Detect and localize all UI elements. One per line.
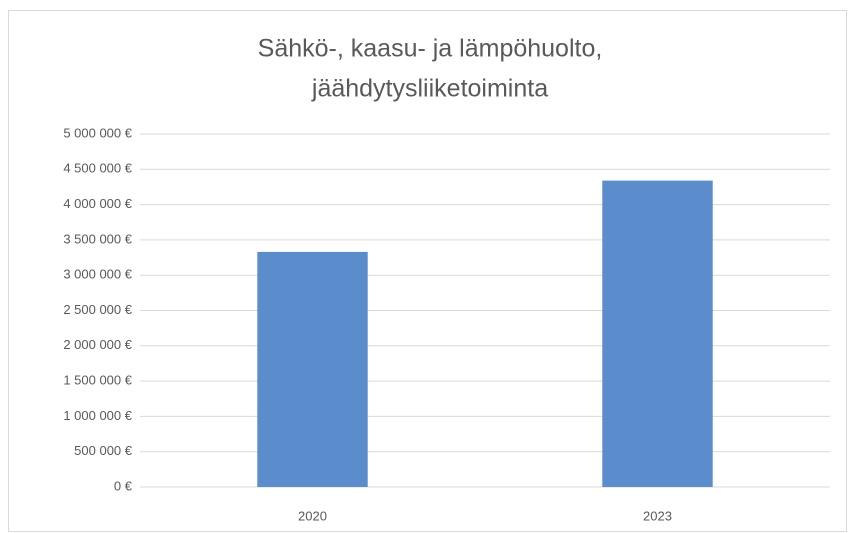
y-tick-label: 2 000 000 € [63, 337, 132, 352]
bar [602, 180, 713, 487]
y-tick-label: 0 € [114, 478, 133, 493]
x-tick-label: 2020 [298, 508, 327, 523]
y-tick-label: 2 500 000 € [63, 302, 132, 317]
chart-title: jäähdytysliiketoiminta [311, 75, 548, 103]
y-tick-label: 500 000 € [74, 443, 133, 458]
y-tick-label: 3 500 000 € [63, 231, 132, 246]
y-tick-label: 1 000 000 € [63, 408, 132, 423]
y-tick-label: 5 000 000 € [63, 125, 132, 140]
y-tick-label: 4 500 000 € [63, 161, 132, 176]
x-tick-label: 2023 [643, 508, 672, 523]
y-tick-label: 1 500 000 € [63, 373, 132, 388]
chart-title: Sähkö-, kaasu- ja lämpöhuolto, [258, 35, 603, 63]
bar [257, 251, 368, 487]
y-tick-label: 3 000 000 € [63, 267, 132, 282]
y-tick-label: 4 000 000 € [63, 196, 132, 211]
